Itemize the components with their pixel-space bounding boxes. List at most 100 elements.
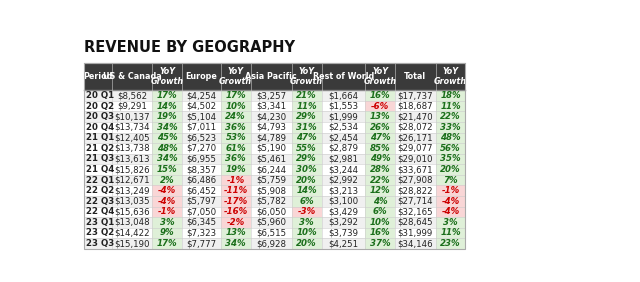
FancyBboxPatch shape	[365, 122, 395, 133]
Text: 22%: 22%	[440, 112, 461, 121]
Text: $6,452: $6,452	[186, 186, 216, 195]
Text: 18%: 18%	[440, 91, 461, 100]
Text: 23 Q2: 23 Q2	[86, 228, 114, 237]
FancyBboxPatch shape	[152, 143, 182, 154]
Text: -1%: -1%	[227, 176, 245, 185]
Text: 20 Q3: 20 Q3	[86, 112, 114, 121]
FancyBboxPatch shape	[221, 164, 251, 175]
Text: $3,244: $3,244	[328, 165, 358, 174]
Text: 20%: 20%	[440, 165, 461, 174]
Text: $17,737: $17,737	[397, 91, 433, 100]
Text: 53%: 53%	[225, 133, 246, 142]
Text: 29%: 29%	[296, 112, 317, 121]
Text: 22 Q3: 22 Q3	[86, 197, 114, 206]
Text: $4,230: $4,230	[256, 112, 286, 121]
Text: 23%: 23%	[440, 239, 461, 248]
Text: 23 Q1: 23 Q1	[86, 218, 114, 227]
Text: $6,515: $6,515	[256, 228, 286, 237]
Text: 13%: 13%	[225, 228, 246, 237]
Text: 33%: 33%	[440, 123, 461, 132]
Text: 19%: 19%	[225, 165, 246, 174]
Text: $9,291: $9,291	[117, 102, 147, 111]
Text: 16%: 16%	[370, 91, 390, 100]
Text: 36%: 36%	[225, 123, 246, 132]
Text: $2,454: $2,454	[328, 133, 358, 142]
FancyBboxPatch shape	[292, 217, 321, 228]
Text: 10%: 10%	[370, 218, 390, 227]
Text: $13,035: $13,035	[115, 197, 150, 206]
Text: $33,671: $33,671	[397, 165, 433, 174]
FancyBboxPatch shape	[84, 111, 465, 122]
Text: $6,928: $6,928	[256, 239, 286, 248]
Text: $3,257: $3,257	[256, 91, 286, 100]
Text: $2,879: $2,879	[328, 144, 358, 153]
Text: $31,999: $31,999	[397, 228, 433, 237]
FancyBboxPatch shape	[84, 217, 465, 228]
FancyBboxPatch shape	[436, 217, 465, 228]
FancyBboxPatch shape	[436, 154, 465, 164]
Text: 48%: 48%	[440, 133, 461, 142]
FancyBboxPatch shape	[436, 185, 465, 196]
FancyBboxPatch shape	[365, 154, 395, 164]
FancyBboxPatch shape	[436, 228, 465, 238]
FancyBboxPatch shape	[221, 90, 251, 101]
FancyBboxPatch shape	[365, 133, 395, 143]
FancyBboxPatch shape	[292, 111, 321, 122]
FancyBboxPatch shape	[292, 154, 321, 164]
FancyBboxPatch shape	[292, 238, 321, 249]
FancyBboxPatch shape	[221, 122, 251, 133]
FancyBboxPatch shape	[84, 154, 465, 164]
Text: $7,777: $7,777	[186, 239, 216, 248]
Text: 21 Q3: 21 Q3	[86, 155, 114, 164]
Text: 3%: 3%	[443, 218, 458, 227]
Text: Asia Pacific: Asia Pacific	[245, 72, 297, 81]
Text: -2%: -2%	[227, 218, 245, 227]
FancyBboxPatch shape	[292, 143, 321, 154]
Text: $28,645: $28,645	[397, 218, 433, 227]
Text: 23 Q3: 23 Q3	[86, 239, 114, 248]
Text: $5,759: $5,759	[256, 176, 286, 185]
FancyBboxPatch shape	[152, 90, 182, 101]
FancyBboxPatch shape	[152, 154, 182, 164]
Text: Period: Period	[83, 72, 113, 81]
FancyBboxPatch shape	[221, 111, 251, 122]
Text: 20 Q2: 20 Q2	[86, 102, 114, 111]
Text: 20%: 20%	[296, 239, 317, 248]
Text: YoY
Growth: YoY Growth	[151, 67, 184, 86]
FancyBboxPatch shape	[84, 101, 465, 111]
Text: $6,955: $6,955	[186, 155, 216, 164]
Text: -11%: -11%	[223, 186, 248, 195]
FancyBboxPatch shape	[365, 185, 395, 196]
FancyBboxPatch shape	[84, 175, 465, 185]
FancyBboxPatch shape	[84, 63, 465, 90]
Text: $13,249: $13,249	[115, 186, 150, 195]
FancyBboxPatch shape	[152, 164, 182, 175]
Text: 17%: 17%	[225, 91, 246, 100]
Text: $3,292: $3,292	[328, 218, 358, 227]
Text: 7%: 7%	[443, 176, 458, 185]
Text: $15,826: $15,826	[115, 165, 150, 174]
Text: $12,405: $12,405	[115, 133, 150, 142]
Text: $13,734: $13,734	[115, 123, 150, 132]
Text: Europe: Europe	[186, 72, 218, 81]
Text: 21 Q2: 21 Q2	[86, 144, 114, 153]
Text: 29%: 29%	[296, 155, 317, 164]
FancyBboxPatch shape	[436, 164, 465, 175]
Text: $3,100: $3,100	[328, 197, 358, 206]
FancyBboxPatch shape	[84, 143, 465, 154]
Text: 11%: 11%	[296, 102, 317, 111]
Text: 11%: 11%	[440, 228, 461, 237]
Text: $6,244: $6,244	[256, 165, 286, 174]
FancyBboxPatch shape	[84, 228, 465, 238]
Text: Total: Total	[404, 72, 426, 81]
FancyBboxPatch shape	[292, 164, 321, 175]
Text: YoY
Growth: YoY Growth	[290, 67, 323, 86]
FancyBboxPatch shape	[436, 133, 465, 143]
Text: 20 Q1: 20 Q1	[86, 91, 114, 100]
FancyBboxPatch shape	[221, 238, 251, 249]
Text: $4,793: $4,793	[256, 123, 286, 132]
Text: 47%: 47%	[296, 133, 317, 142]
FancyBboxPatch shape	[152, 133, 182, 143]
FancyBboxPatch shape	[84, 206, 465, 217]
Text: 17%: 17%	[157, 91, 178, 100]
